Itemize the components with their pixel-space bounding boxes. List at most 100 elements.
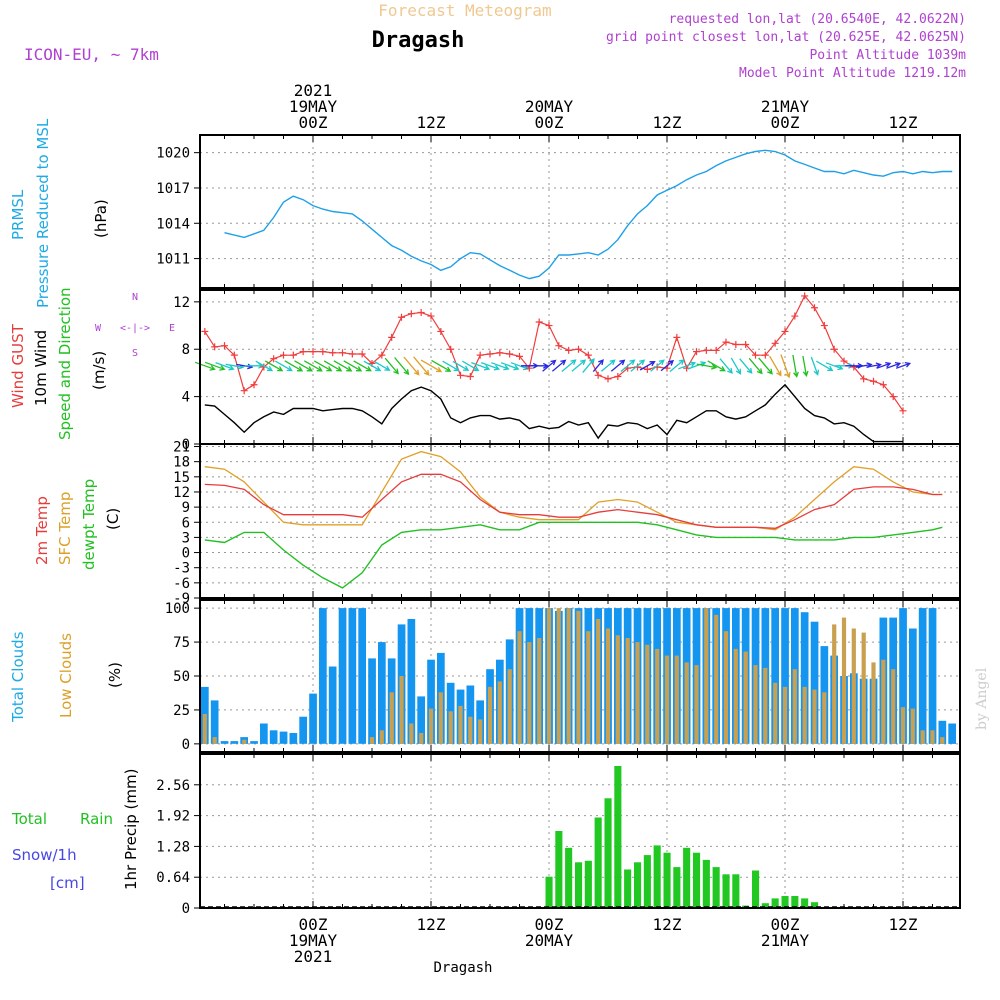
total-cloud-bar [771, 608, 779, 744]
wind-arrow [394, 357, 410, 376]
low-cloud-bar [448, 711, 453, 744]
total-cloud-bar [417, 696, 425, 744]
wind-arrow [630, 359, 646, 372]
precip-bar [801, 898, 809, 908]
wind-arrow [542, 359, 557, 372]
cloud-panel: 0 25 50 75 100 [165, 599, 961, 753]
low-cloud-bar [940, 737, 945, 744]
pressure-line [224, 149, 953, 280]
low-cloud-bar [389, 692, 394, 744]
low-cloud-bar [438, 692, 443, 744]
precip-bar [565, 847, 573, 908]
wind-arrow [403, 356, 420, 376]
low-cloud-bar [399, 676, 404, 744]
gust-marker [496, 349, 504, 357]
low-cloud-bar [743, 651, 748, 744]
wind-label: 10m Wind [32, 330, 50, 406]
bottom-time-label: 12Z [653, 915, 682, 934]
wind-arrow [707, 360, 726, 372]
gust-marker [240, 387, 248, 395]
wind-arrow [600, 359, 616, 372]
low-cloud-bar [920, 730, 925, 744]
top-time-label: 2021 [294, 81, 333, 100]
gust-marker [535, 318, 543, 326]
temp-ytick-label: 9 [182, 500, 190, 516]
gust-marker [358, 350, 366, 358]
bottom-time-label: 12Z [417, 915, 446, 934]
precip-bar [752, 870, 760, 908]
wind-arrow [363, 360, 382, 372]
total-cloud-bar [230, 741, 239, 744]
total-cloud-bar [319, 608, 327, 744]
wind-arrow [739, 358, 753, 374]
wind-arrow [660, 359, 675, 372]
wind-arrow [204, 361, 226, 371]
low-cloud-bar [881, 659, 886, 744]
wind-arrow [194, 361, 216, 371]
wind-arrow [384, 357, 399, 375]
top-time-label: 00Z [535, 113, 564, 132]
precip-bar [702, 859, 710, 908]
wind-arrow [431, 359, 452, 372]
precip-ytick-label: 0.64 [156, 870, 190, 886]
gust-marker [840, 357, 848, 365]
cloud-ytick-label: 0 [182, 737, 190, 753]
wind-arrow [420, 359, 443, 373]
low-cloud-bar [576, 610, 581, 744]
wind-arrow [876, 361, 892, 369]
gust-marker [742, 340, 750, 348]
wind-arrow [561, 359, 577, 372]
location-title: Dragash [372, 28, 465, 53]
low-cloud-bar [900, 707, 906, 744]
gust-marker [201, 327, 209, 335]
gust-marker [417, 309, 425, 317]
wind-arrow [678, 361, 697, 370]
gust-marker [309, 348, 317, 356]
low-cloud-bar [517, 631, 522, 744]
wind-arrow [866, 362, 882, 369]
total-cloud-bar [338, 608, 347, 744]
wind-arrow [748, 357, 763, 375]
gust-marker [761, 351, 769, 359]
wind-arrow [696, 363, 718, 370]
gust-line [204, 294, 904, 412]
gust-marker [870, 377, 877, 385]
gust-marker [211, 343, 219, 351]
gust-marker [732, 340, 740, 348]
t2m-label: 2m Temp [33, 496, 51, 565]
precip-rain-label: Rain [80, 810, 113, 828]
wind-arrow [730, 357, 742, 375]
cloud-ytick-label: 50 [173, 669, 190, 685]
model-altitude: Model Point Altitude 1219.12m [739, 66, 966, 81]
precip-bar [624, 869, 632, 908]
compass-w: W [95, 323, 102, 334]
snow-unit-label: [cm] [50, 874, 85, 892]
low-cloud-bar [556, 608, 561, 744]
gust-marker [575, 345, 582, 353]
total-cloud-bar [210, 700, 219, 744]
gust-marker [614, 372, 622, 380]
low-cloud-bar [458, 705, 463, 744]
total-cloud-bar [289, 733, 298, 744]
low-cloud-bar [635, 642, 640, 744]
bottom-time-label: 12Z [889, 915, 918, 934]
wind-arrow [264, 360, 284, 372]
gust-marker [643, 365, 651, 373]
low-cloud-bar [684, 662, 689, 744]
bottom-time-label: 2021 [294, 947, 333, 966]
low-cloud-bar [527, 642, 532, 744]
wind-arrow [758, 357, 773, 375]
gust-marker [319, 348, 327, 356]
pressure-ytick-label: 1014 [156, 216, 190, 232]
temp-ytick-label: 0 [182, 546, 190, 562]
temp-ytick-label: 6 [182, 515, 190, 531]
cloud-ytick-label: 75 [173, 635, 190, 651]
cloud-ytick-label: 100 [165, 601, 190, 617]
low-cloud-bar [596, 619, 601, 744]
precip-bar [683, 847, 691, 908]
bottom-time-label: 00Z [299, 915, 328, 934]
precip-bar [712, 867, 720, 908]
gust-marker [339, 349, 346, 357]
low-cloud-bar [782, 686, 788, 744]
